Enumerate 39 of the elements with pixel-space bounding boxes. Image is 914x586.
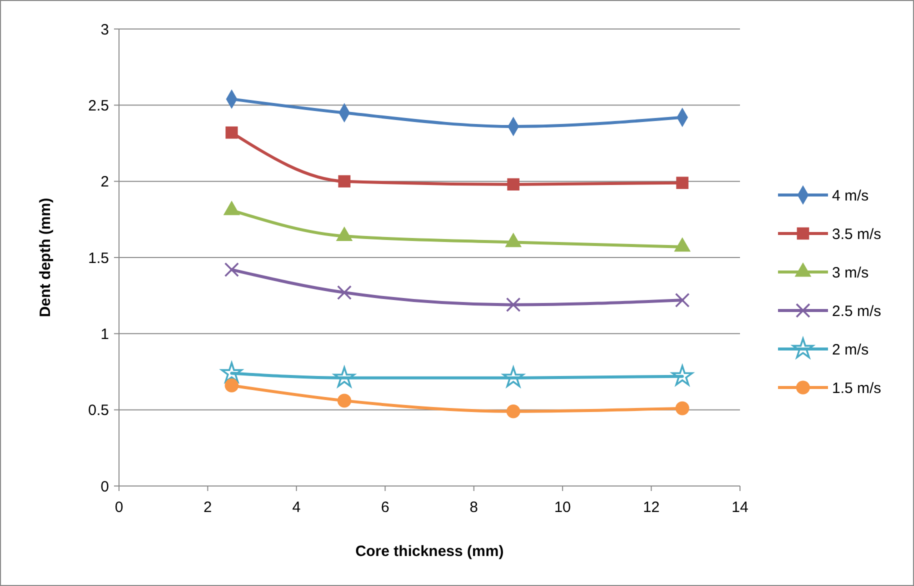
point <box>674 292 690 308</box>
point <box>224 378 239 392</box>
y-tick-label: 1 <box>100 326 109 343</box>
legend-label: 2 m/s <box>832 341 869 358</box>
point <box>672 365 694 386</box>
y-tick-label: 0.5 <box>88 402 109 420</box>
x-tick-label: 10 <box>554 499 571 516</box>
point <box>336 285 352 300</box>
y-tick-label: 2.5 <box>88 97 109 114</box>
legend-label: 2.5 m/s <box>832 302 882 320</box>
y-tick-label: 0 <box>100 478 109 496</box>
point <box>338 175 350 188</box>
point <box>676 176 688 189</box>
x-axis-title: Core thickness (mm) <box>355 543 504 560</box>
point <box>506 297 521 312</box>
point <box>334 366 356 388</box>
legend-label: 3.5 m/s <box>832 226 882 243</box>
x-tick-label: 6 <box>380 499 390 516</box>
x-tick-label: 8 <box>470 499 478 516</box>
legend-label: 1.5 m/s <box>832 380 882 397</box>
point <box>220 362 242 383</box>
point <box>675 401 690 416</box>
y-axis-title: Dent depth (mm) <box>37 198 54 318</box>
point <box>224 262 240 278</box>
y-tick-label: 1.5 <box>88 250 109 267</box>
x-tick-label: 14 <box>732 499 748 516</box>
y-tick-label: 3 <box>100 21 109 38</box>
x-tick-label: 12 <box>642 499 660 516</box>
point <box>506 404 520 418</box>
point <box>226 126 238 139</box>
legend-label: 4 m/s <box>832 187 869 204</box>
point <box>502 366 524 388</box>
point <box>507 178 520 191</box>
legend-label: 3 m/s <box>832 264 869 282</box>
y-tick-label: 2 <box>100 174 109 191</box>
point <box>337 394 352 408</box>
x-tick-label: 4 <box>292 499 301 516</box>
x-tick-label: 0 <box>114 499 124 516</box>
x-tick-label: 2 <box>204 499 212 516</box>
